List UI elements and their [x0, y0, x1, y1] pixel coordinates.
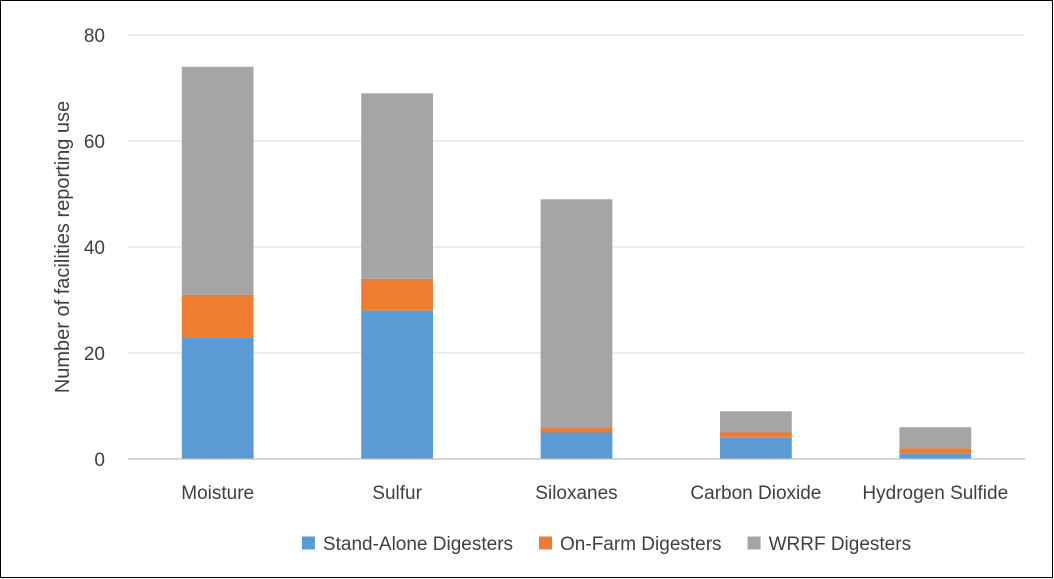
bar-segment: [720, 432, 792, 438]
y-tick-label: 60: [84, 132, 105, 153]
y-tick-label: 40: [84, 238, 105, 259]
bar-segment: [361, 278, 433, 311]
legend-swatch: [539, 536, 553, 550]
bar-segment: [361, 310, 433, 459]
bar-segment: [361, 93, 433, 279]
legend-swatch: [301, 536, 315, 550]
x-category-label: Moisture: [181, 483, 254, 504]
bar-segment: [540, 427, 613, 433]
x-category-label: Hydrogen Sulfide: [862, 483, 1008, 504]
bar-segment: [181, 337, 254, 459]
bar-segment: [720, 411, 792, 433]
bar-segment: [720, 437, 792, 459]
bar-segment: [899, 427, 972, 449]
bars: [181, 66, 972, 459]
x-axis-categories: Moisture Sulfur Siloxanes Carbon Dioxide Hyd…: [181, 483, 1008, 504]
bar-segment: [540, 432, 613, 459]
bar-segment: [540, 199, 613, 428]
x-category-label: Carbon Dioxide: [690, 483, 821, 504]
bar-segment: [181, 66, 254, 295]
bar-segment: [899, 453, 972, 459]
y-tick-label: 20: [84, 344, 105, 365]
legend-swatch: [747, 536, 761, 550]
bar-segment: [899, 448, 972, 454]
y-tick-label: 80: [84, 26, 105, 47]
y-axis-ticks: 0 20 40 60 80: [84, 26, 105, 471]
x-category-label: Siloxanes: [535, 483, 617, 504]
bar-segment: [181, 294, 254, 338]
y-axis-label: Number of facilities reporting use: [52, 101, 74, 393]
legend-label: On-Farm Digesters: [560, 534, 722, 555]
legend-label: WRRF Digesters: [769, 534, 912, 555]
x-category-label: Sulfur: [372, 483, 422, 504]
y-tick-label: 0: [94, 450, 105, 471]
legend-label: Stand-Alone Digesters: [323, 534, 513, 555]
legend: Stand-Alone Digesters On-Farm Digesters WR…: [301, 534, 912, 555]
